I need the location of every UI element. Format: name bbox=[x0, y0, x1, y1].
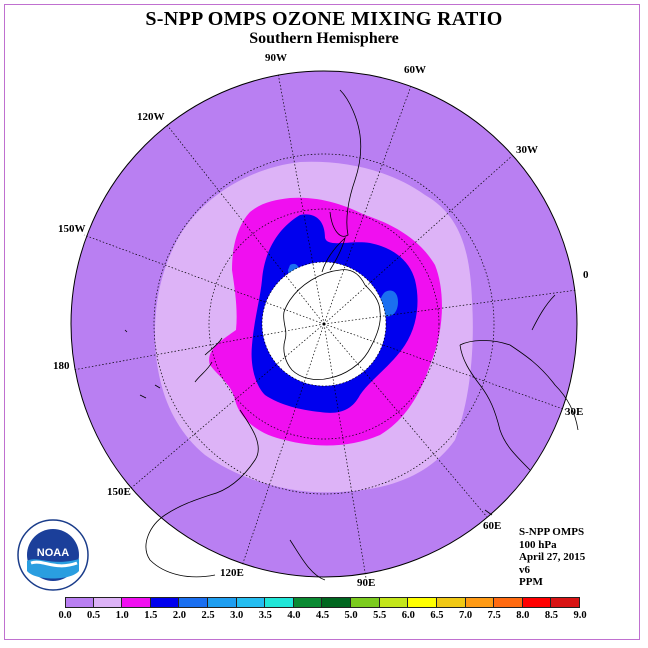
colorbar bbox=[65, 597, 580, 608]
meridian-150e bbox=[129, 323, 325, 490]
coastlines bbox=[124, 89, 579, 581]
noaa-logo: NOAA bbox=[17, 519, 89, 591]
colorbar-segment bbox=[236, 597, 266, 608]
lon-label-180: 180 bbox=[53, 360, 70, 372]
lon-label-120e: 120E bbox=[220, 567, 244, 579]
meridian-60w bbox=[323, 85, 412, 325]
latitude-lines bbox=[153, 153, 495, 495]
lon-label-30e: 30E bbox=[565, 406, 583, 418]
meridian-90w bbox=[277, 72, 325, 325]
africa-coast bbox=[459, 340, 579, 431]
colorbar-tick-label: 5.5 bbox=[373, 610, 387, 621]
colorbar-tick-label: 5.0 bbox=[344, 610, 358, 621]
colorbar-tick-label: 7.5 bbox=[487, 610, 501, 621]
meridian-120e bbox=[241, 323, 325, 567]
info-pressure: 100 hPa bbox=[519, 538, 557, 551]
colorbar-tick-label: 2.5 bbox=[201, 610, 215, 621]
lon-label-150w: 150W bbox=[58, 223, 86, 235]
colorbar-segment bbox=[93, 597, 123, 608]
colorbar-segment bbox=[465, 597, 495, 608]
lon-label-60e: 60E bbox=[483, 520, 501, 532]
colorbar-segment bbox=[208, 597, 237, 608]
africa-coast-2 bbox=[459, 344, 531, 471]
figure-frame bbox=[4, 4, 640, 640]
colorbar-tick-label: 7.0 bbox=[458, 610, 473, 621]
info-date: April 27, 2015 bbox=[519, 551, 586, 563]
colorbar-tick-label: 6.5 bbox=[430, 610, 444, 621]
lon-label-90w: 90W bbox=[265, 52, 287, 64]
colorbar-segment bbox=[408, 597, 437, 608]
colorbar-tick-label: 4.5 bbox=[315, 610, 330, 621]
island-3 bbox=[154, 384, 161, 389]
info-units: PPM bbox=[519, 576, 543, 588]
colorbar-segment bbox=[65, 597, 94, 608]
colorbar-segment bbox=[379, 597, 409, 608]
colorbar-segment bbox=[322, 597, 352, 608]
island-1 bbox=[124, 329, 128, 333]
meridian-120w bbox=[166, 124, 325, 325]
south-america-coast bbox=[329, 89, 362, 237]
colorbar-tick-label: 0.0 bbox=[58, 610, 72, 621]
lon-label-30w: 30W bbox=[516, 144, 538, 156]
lat-circle-2 bbox=[208, 208, 440, 440]
info-panel: S-NPP OMPS 100 hPa April 27, 2015 v6 PPM bbox=[519, 526, 585, 589]
lon-label-90e: 90E bbox=[357, 577, 375, 589]
colorbar-segment bbox=[436, 597, 466, 608]
australia-coast bbox=[145, 409, 259, 578]
lon-label-60w: 60W bbox=[404, 64, 426, 76]
madagascar bbox=[531, 294, 556, 331]
map-border bbox=[70, 70, 578, 578]
colorbar-tick-label: 3.0 bbox=[230, 610, 244, 621]
lon-label-120w: 120W bbox=[137, 111, 165, 123]
map-subtitle: Southern Hemisphere bbox=[249, 30, 399, 47]
colorbar-tick-label: 0.5 bbox=[87, 610, 101, 621]
noaa-logo-text: NOAA bbox=[37, 547, 69, 559]
lat-circle-1 bbox=[261, 261, 387, 387]
colorbar-tick-label: 2.0 bbox=[172, 610, 186, 621]
lat-circle-3 bbox=[153, 153, 495, 495]
meridian-30e bbox=[323, 323, 567, 411]
meridian-60e bbox=[323, 323, 488, 518]
colorbar-tick-label: 1.0 bbox=[115, 610, 129, 621]
colorbar-segment bbox=[265, 597, 294, 608]
colorbar-segment bbox=[351, 597, 380, 608]
new-zealand-s bbox=[194, 361, 213, 383]
meridian-0 bbox=[323, 289, 578, 325]
island-2 bbox=[139, 394, 147, 399]
colorbar-tick-label: 8.5 bbox=[544, 610, 558, 621]
colorbar-segment bbox=[122, 597, 151, 608]
map-title: S-NPP OMPS OZONE MIXING RATIO bbox=[145, 8, 503, 30]
meridian-180 bbox=[72, 323, 325, 371]
colorbar-tick-label: 1.5 bbox=[144, 610, 158, 621]
colorbar-tick-label: 4.0 bbox=[287, 610, 301, 621]
info-version: v6 bbox=[519, 563, 530, 576]
antarctica-coastline bbox=[283, 269, 381, 380]
colorbar-segment bbox=[179, 597, 209, 608]
colorbar-segment bbox=[293, 597, 323, 608]
info-instrument: S-NPP OMPS bbox=[519, 526, 585, 538]
colorbar-tick-label: 8.0 bbox=[516, 610, 530, 621]
colorbar-tick-label: 9.0 bbox=[573, 610, 587, 621]
colorbar-tick-label: 3.5 bbox=[258, 610, 272, 621]
meridian-lines bbox=[72, 72, 578, 579]
lon-label-150e: 150E bbox=[107, 486, 131, 498]
lon-label-0: 0 bbox=[583, 269, 589, 281]
colorbar-segment bbox=[522, 597, 552, 608]
meridian-90e bbox=[323, 323, 367, 579]
antarctic-peninsula bbox=[321, 236, 346, 273]
meridian-30w bbox=[323, 155, 513, 325]
new-zealand-n bbox=[204, 337, 223, 356]
colorbar-segment bbox=[150, 597, 180, 608]
colorbar-tick-label: 6.0 bbox=[401, 610, 415, 621]
australia-coast-2 bbox=[289, 539, 326, 581]
south-pole bbox=[322, 322, 326, 326]
meridian-150w bbox=[83, 234, 325, 325]
colorbar-ticks: 0.0 0.5 1.0 1.5 2.0 2.5 3.0 3.5 4.0 4.5 5.0 5.5 6.0 6… bbox=[0, 610, 648, 624]
colorbar-segment bbox=[494, 597, 523, 608]
colorbar-outline bbox=[65, 597, 580, 608]
